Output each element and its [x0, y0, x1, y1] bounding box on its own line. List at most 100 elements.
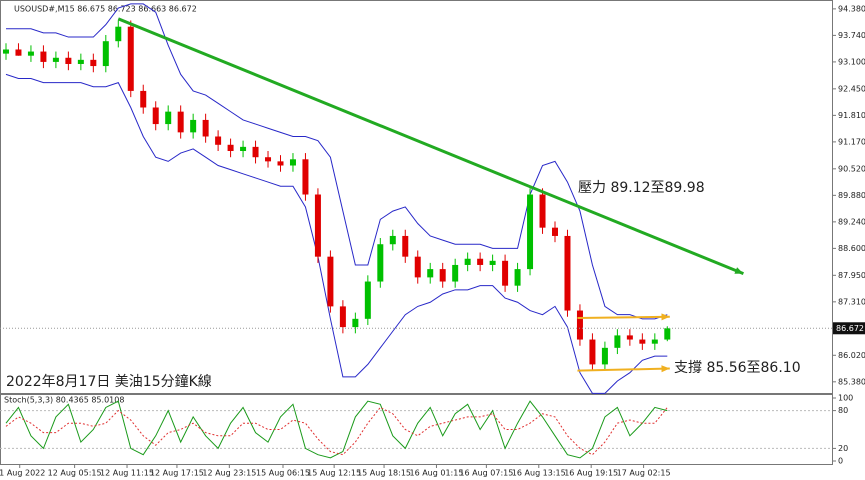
y-tick-label: 91.170 — [838, 137, 865, 146]
trend-line — [577, 367, 670, 372]
candle-body — [389, 235, 396, 245]
candle-body — [240, 146, 247, 152]
y-tick-label: 87.950 — [838, 271, 865, 280]
bollinger-band — [5, 3, 668, 320]
y-tick-label: 90.520 — [838, 164, 865, 173]
candle-body — [564, 235, 571, 311]
candle-body — [77, 59, 84, 64]
y-tick-label: 93.740 — [838, 31, 865, 40]
y-tick-label: 89.880 — [838, 191, 865, 200]
candle-body — [177, 111, 184, 133]
x-tick-label: 16 Aug 19:15 — [564, 469, 618, 478]
y-tick-label: 100 — [838, 394, 853, 403]
stoch-line — [5, 406, 668, 456]
x-tick-label: 16 Aug 13:15 — [512, 469, 566, 478]
last-price-box — [833, 322, 865, 335]
candle-body — [502, 260, 509, 286]
candle-body — [302, 159, 309, 195]
candle-body — [202, 119, 209, 137]
candle-body — [165, 111, 172, 125]
candle-body — [651, 339, 658, 344]
candle-body — [427, 269, 434, 278]
main-panel — [0, 0, 833, 394]
trend-line — [117, 17, 744, 276]
candle-body — [27, 51, 34, 56]
candle-body — [2, 49, 9, 54]
y-tick-label: 20 — [838, 444, 848, 453]
last-price-label: 86.672 — [836, 324, 864, 333]
y-tick-label: 93.100 — [838, 57, 865, 66]
candle-body — [190, 119, 197, 133]
y-tick-label: 80 — [838, 406, 848, 415]
candle-body — [626, 335, 633, 340]
candle-body — [464, 258, 471, 265]
candle-body — [52, 57, 59, 62]
candle-body — [452, 264, 459, 282]
y-tick-label: 91.810 — [838, 111, 865, 120]
y-tick-label: 86.020 — [838, 351, 865, 360]
chart-title: USOUSD#,M15 86.675 86.723 86.663 86.672 — [14, 5, 197, 14]
annotation: 支撐 85.56至86.10 — [674, 360, 801, 376]
candle-body — [127, 26, 134, 91]
stoch-line — [5, 400, 668, 459]
candle-body — [539, 194, 546, 228]
candle-body — [339, 306, 346, 328]
candle-body — [614, 335, 621, 348]
arrow-head — [734, 267, 744, 274]
candle-body — [265, 157, 272, 162]
candle-body — [15, 49, 22, 56]
candle-body — [576, 310, 583, 340]
y-tick-label: 85.380 — [838, 377, 865, 386]
candle-body — [439, 269, 446, 282]
candle-body — [90, 59, 97, 67]
x-tick-label: 12 Aug 11:15 — [100, 469, 154, 478]
x-tick-label: 15 Aug 06:15 — [256, 469, 310, 478]
candle-body — [352, 318, 359, 328]
candle-body — [65, 57, 72, 64]
x-tick-label: 12 Aug 05:15 — [48, 469, 102, 478]
candle-body — [152, 107, 159, 125]
candle-body — [514, 269, 521, 286]
candle-body — [377, 244, 384, 282]
annotation: 壓力 89.12至89.98 — [578, 180, 705, 196]
arrow-head — [661, 365, 670, 373]
candle-body — [277, 161, 284, 166]
annotation: 2022年8月17日 美油15分鐘K線 — [6, 373, 212, 390]
candle-body — [601, 347, 608, 365]
trend-line — [577, 315, 670, 319]
bollinger-band — [5, 73, 668, 394]
y-tick-label: 88.600 — [838, 244, 865, 253]
x-tick-label: 15 Aug 12:15 — [307, 469, 361, 478]
y-tick-label: 94.380 — [838, 4, 865, 13]
candle-body — [414, 256, 421, 278]
candle-body — [252, 146, 259, 158]
candle-body — [289, 159, 296, 166]
stoch-panel — [0, 394, 833, 465]
x-tick-label: 12 Aug 17:15 — [150, 469, 204, 478]
candle-body — [215, 136, 222, 145]
y-tick-label: 87.310 — [838, 297, 865, 306]
x-tick-label: 17 Aug 02:15 — [617, 469, 671, 478]
candle-body — [364, 281, 371, 319]
y-tick-label: 92.450 — [838, 84, 865, 93]
candle-body — [115, 26, 122, 42]
candle-body — [140, 90, 147, 108]
candle-body — [639, 339, 646, 344]
candle-body — [227, 144, 234, 152]
arrow-head — [661, 313, 670, 321]
candle-body — [664, 328, 671, 340]
x-tick-label: 11 Aug 2022 — [0, 469, 45, 478]
candle-body — [314, 194, 321, 257]
x-tick-label: 15 Aug 18:15 — [357, 469, 411, 478]
y-tick-label: 89.240 — [838, 217, 865, 226]
candle-body — [527, 194, 534, 270]
candle-body — [551, 227, 558, 236]
candle-body — [489, 260, 496, 265]
x-tick-label: 16 Aug 01:15 — [409, 469, 463, 478]
candle-body — [477, 258, 484, 265]
candle-body — [327, 256, 334, 307]
candle-body — [402, 235, 409, 257]
candle-body — [40, 51, 47, 62]
y-tick-label: 0 — [838, 457, 843, 466]
